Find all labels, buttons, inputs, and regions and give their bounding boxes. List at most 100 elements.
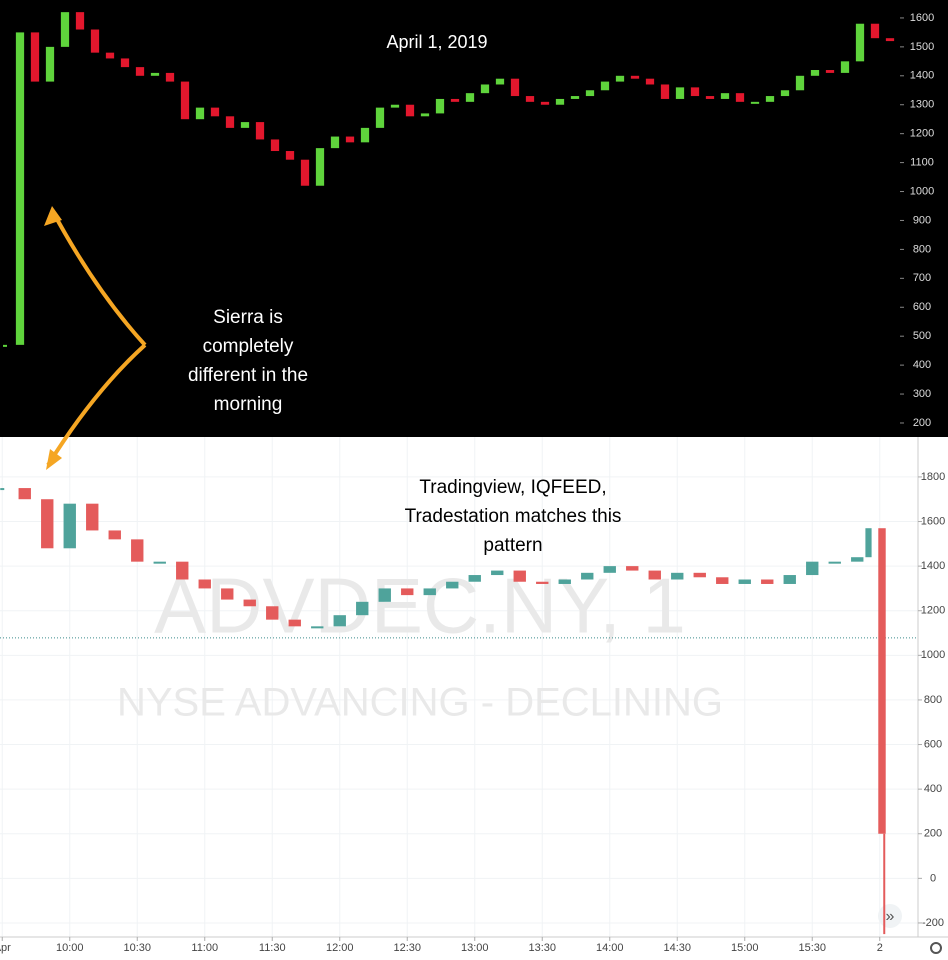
candle [176,561,189,580]
annotation-line: Sierra is [213,307,283,328]
candle [210,107,220,117]
candle [315,148,325,186]
y-tick-label: 500 [913,330,931,342]
y-tick-label: 1100 [910,157,934,169]
x-tick-label: 12:00 [326,942,354,954]
candle [153,561,166,564]
candle [690,87,700,97]
candle [810,70,820,76]
candle [765,96,775,102]
candle [255,122,265,140]
candle [465,93,475,102]
candle [270,139,280,152]
candle [266,606,279,620]
x-tick-label: 13:30 [528,942,556,954]
candle [585,90,595,97]
x-tick-label: 10:30 [123,942,151,954]
y-tick-label: 700 [913,272,931,284]
candle [0,488,5,491]
candle [885,38,895,42]
candle [135,67,145,76]
y-tick-label: -200 [922,917,944,929]
candle [581,572,594,580]
candle [3,344,7,347]
candle [883,833,886,935]
x-tick-label: 15:30 [798,942,826,954]
candle [693,572,706,578]
candle [356,601,369,616]
candle [165,72,175,82]
candle [86,503,99,531]
candle [615,75,625,82]
candle [405,104,415,117]
candle [30,32,40,82]
candle [491,570,504,576]
top-panel [0,0,948,437]
candle [795,75,805,91]
candle [735,93,745,102]
candle [75,12,85,30]
candle [855,23,865,62]
candle [41,499,54,549]
y-tick-label: 0 [930,872,936,884]
candle [660,84,670,99]
candle [603,566,616,573]
settings-icon[interactable] [930,942,942,954]
candle [300,159,310,186]
candle [180,81,190,120]
candle [450,98,460,102]
candle [738,579,751,584]
x-tick-label: Apr [0,942,11,954]
candle [330,136,340,149]
candle [446,581,459,589]
candle [401,588,414,596]
candle [390,104,400,108]
y-tick-label: 1600 [910,12,934,24]
candle [90,29,100,53]
candle [288,619,301,627]
x-tick-label: 15:00 [731,942,759,954]
x-tick-label: 14:30 [663,942,691,954]
bottom-panel [0,437,948,960]
y-tick-label: 800 [924,694,942,706]
candle [240,122,250,128]
candle [15,32,25,345]
candle [120,58,130,68]
candle [750,101,760,104]
candle [423,588,436,596]
annotation-line: Tradestation matches this [405,506,622,527]
y-tick-label: 1200 [910,128,934,140]
candle [285,151,295,160]
candle [311,626,324,629]
scroll-icon[interactable]: » [886,908,895,925]
candle [600,81,610,91]
candle [108,530,121,540]
candle [195,107,205,120]
y-tick-label: 300 [913,388,931,400]
candle [870,23,880,39]
candle [540,101,550,105]
candle [495,78,505,85]
watermark-title: ADVDEC.NY, 1 [154,562,686,650]
y-tick-label: 1200 [921,605,945,617]
arrow-head [44,206,62,226]
annotation-line: pattern [483,535,542,556]
y-tick-label: 400 [924,783,942,795]
candle [345,136,355,143]
candle [878,528,886,834]
y-tick-label: 1400 [921,560,945,572]
x-tick-label: 11:30 [259,942,286,954]
candle [780,90,790,97]
candle [435,98,445,114]
x-tick-label: 14:00 [596,942,624,954]
candle [671,572,684,580]
candle [198,579,211,589]
candle [645,78,655,85]
candle [513,570,526,582]
y-tick-label: 1500 [910,41,934,53]
y-tick-label: 800 [913,243,931,255]
y-tick-label: 1400 [910,70,934,82]
candle [525,96,535,102]
y-tick-label: 900 [913,214,931,226]
